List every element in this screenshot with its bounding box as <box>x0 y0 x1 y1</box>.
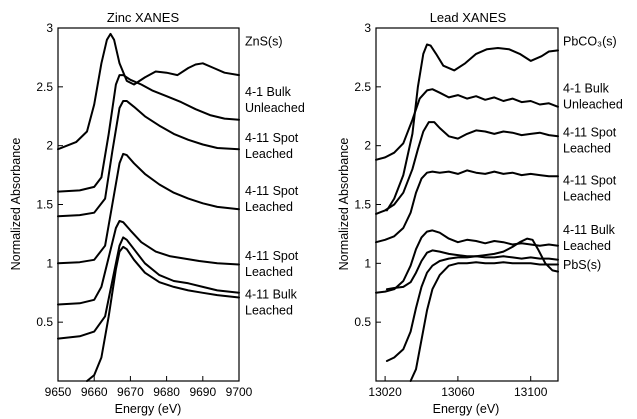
series-label: Leached <box>245 265 293 279</box>
axis-ticks: 13020 13060 13100 0.5 1 1.5 2 2.5 3 <box>354 21 547 399</box>
data-curves <box>57 32 240 382</box>
series-label: 4-11 Spot <box>245 249 299 263</box>
y-axis-label: Normalized Absorbance <box>9 138 23 271</box>
spectrum-line-2 <box>375 88 559 161</box>
series-label: 4-11 Spot <box>563 125 617 139</box>
x-tick-label: 13100 <box>514 385 548 399</box>
x-axis-label: Energy (eV) <box>433 402 500 416</box>
spectrum-line-8 <box>409 261 559 382</box>
curve-labels: PbCO₃(s) 4-1 Bulk Unleached 4-11 Spot Leache… <box>563 35 623 273</box>
axis-ticks: 9650 9660 9670 9680 9690 9700 0.5 1 1.5 2 2.5 3 <box>36 21 252 399</box>
series-label: Unleached <box>563 98 623 112</box>
spectrum-line-1 <box>385 43 559 212</box>
x-tick-label: 9700 <box>226 385 253 399</box>
spectrum-line-5 <box>375 229 559 294</box>
spectrum-line-5 <box>57 220 240 306</box>
series-label: Leached <box>563 141 611 155</box>
plot-frame <box>57 27 240 382</box>
y-tick-label: 3 <box>364 21 371 35</box>
series-label: 4-11 Bulk <box>245 288 298 302</box>
spectrum-line-4 <box>375 169 559 244</box>
x-tick-label: 9660 <box>81 385 108 399</box>
spectrum-line-6 <box>57 236 240 340</box>
y-tick-label: 2 <box>364 139 371 153</box>
spectrum-line-7 <box>385 255 559 362</box>
series-label: 4-1 Bulk <box>245 85 292 99</box>
spectrum-line-1 <box>57 32 240 151</box>
spectrum-line-2 <box>57 74 240 193</box>
x-tick-label: 9650 <box>45 385 72 399</box>
series-label: Leached <box>245 200 293 214</box>
lead-xanes-panel: Lead XANES 13020 13060 13100 0.5 1 1.5 2 2.5 3 P… <box>337 10 623 416</box>
chart-title: Zinc XANES <box>107 10 180 25</box>
chart-title: Lead XANES <box>430 10 507 25</box>
curve-labels: ZnS(s) 4-1 Bulk Unleached 4-11 Spot Leached 4… <box>245 35 305 318</box>
y-tick-label: 1.5 <box>354 198 371 212</box>
spectrum-line-3 <box>57 100 240 218</box>
series-label: PbCO₃(s) <box>563 35 617 49</box>
zinc-xanes-panel: Zinc XANES 9650 9660 9670 9680 9690 9700 0.5 1 1… <box>9 10 305 416</box>
series-label: PbS(s) <box>563 258 601 272</box>
series-label: ZnS(s) <box>245 35 283 49</box>
series-label: Leached <box>245 304 293 318</box>
series-label: 4-11 Spot <box>245 184 299 198</box>
y-tick-label: 1 <box>46 256 53 270</box>
y-tick-label: 0.5 <box>354 315 371 329</box>
spectrum-line-4 <box>57 152 240 265</box>
plot-frame <box>375 27 559 382</box>
series-label: Unleached <box>245 101 305 115</box>
y-tick-label: 2.5 <box>36 80 53 94</box>
y-tick-label: 0.5 <box>36 315 53 329</box>
x-tick-label: 9670 <box>117 385 144 399</box>
series-label: 4-11 Spot <box>563 173 617 187</box>
x-tick-label: 13060 <box>441 385 475 399</box>
x-tick-label: 9690 <box>189 385 216 399</box>
y-tick-label: 2 <box>46 139 53 153</box>
x-axis-label: Energy (eV) <box>115 402 182 416</box>
data-curves <box>375 43 559 382</box>
series-label: 4-1 Bulk <box>563 82 610 96</box>
spectrum-line-7 <box>86 245 240 382</box>
y-tick-label: 2.5 <box>354 80 371 94</box>
y-tick-label: 3 <box>46 21 53 35</box>
series-label: 4-11 Bulk <box>563 223 616 237</box>
series-label: 4-11 Spot <box>245 131 299 145</box>
series-label: Leached <box>563 189 611 203</box>
series-label: Leached <box>245 147 293 161</box>
x-tick-label: 9680 <box>153 385 180 399</box>
x-tick-label: 13020 <box>368 385 402 399</box>
y-axis-label: Normalized Absorbance <box>337 138 351 271</box>
y-tick-label: 1 <box>364 256 371 270</box>
y-tick-label: 1.5 <box>36 198 53 212</box>
series-label: Leached <box>563 239 611 253</box>
spectrum-line-3 <box>375 121 559 215</box>
